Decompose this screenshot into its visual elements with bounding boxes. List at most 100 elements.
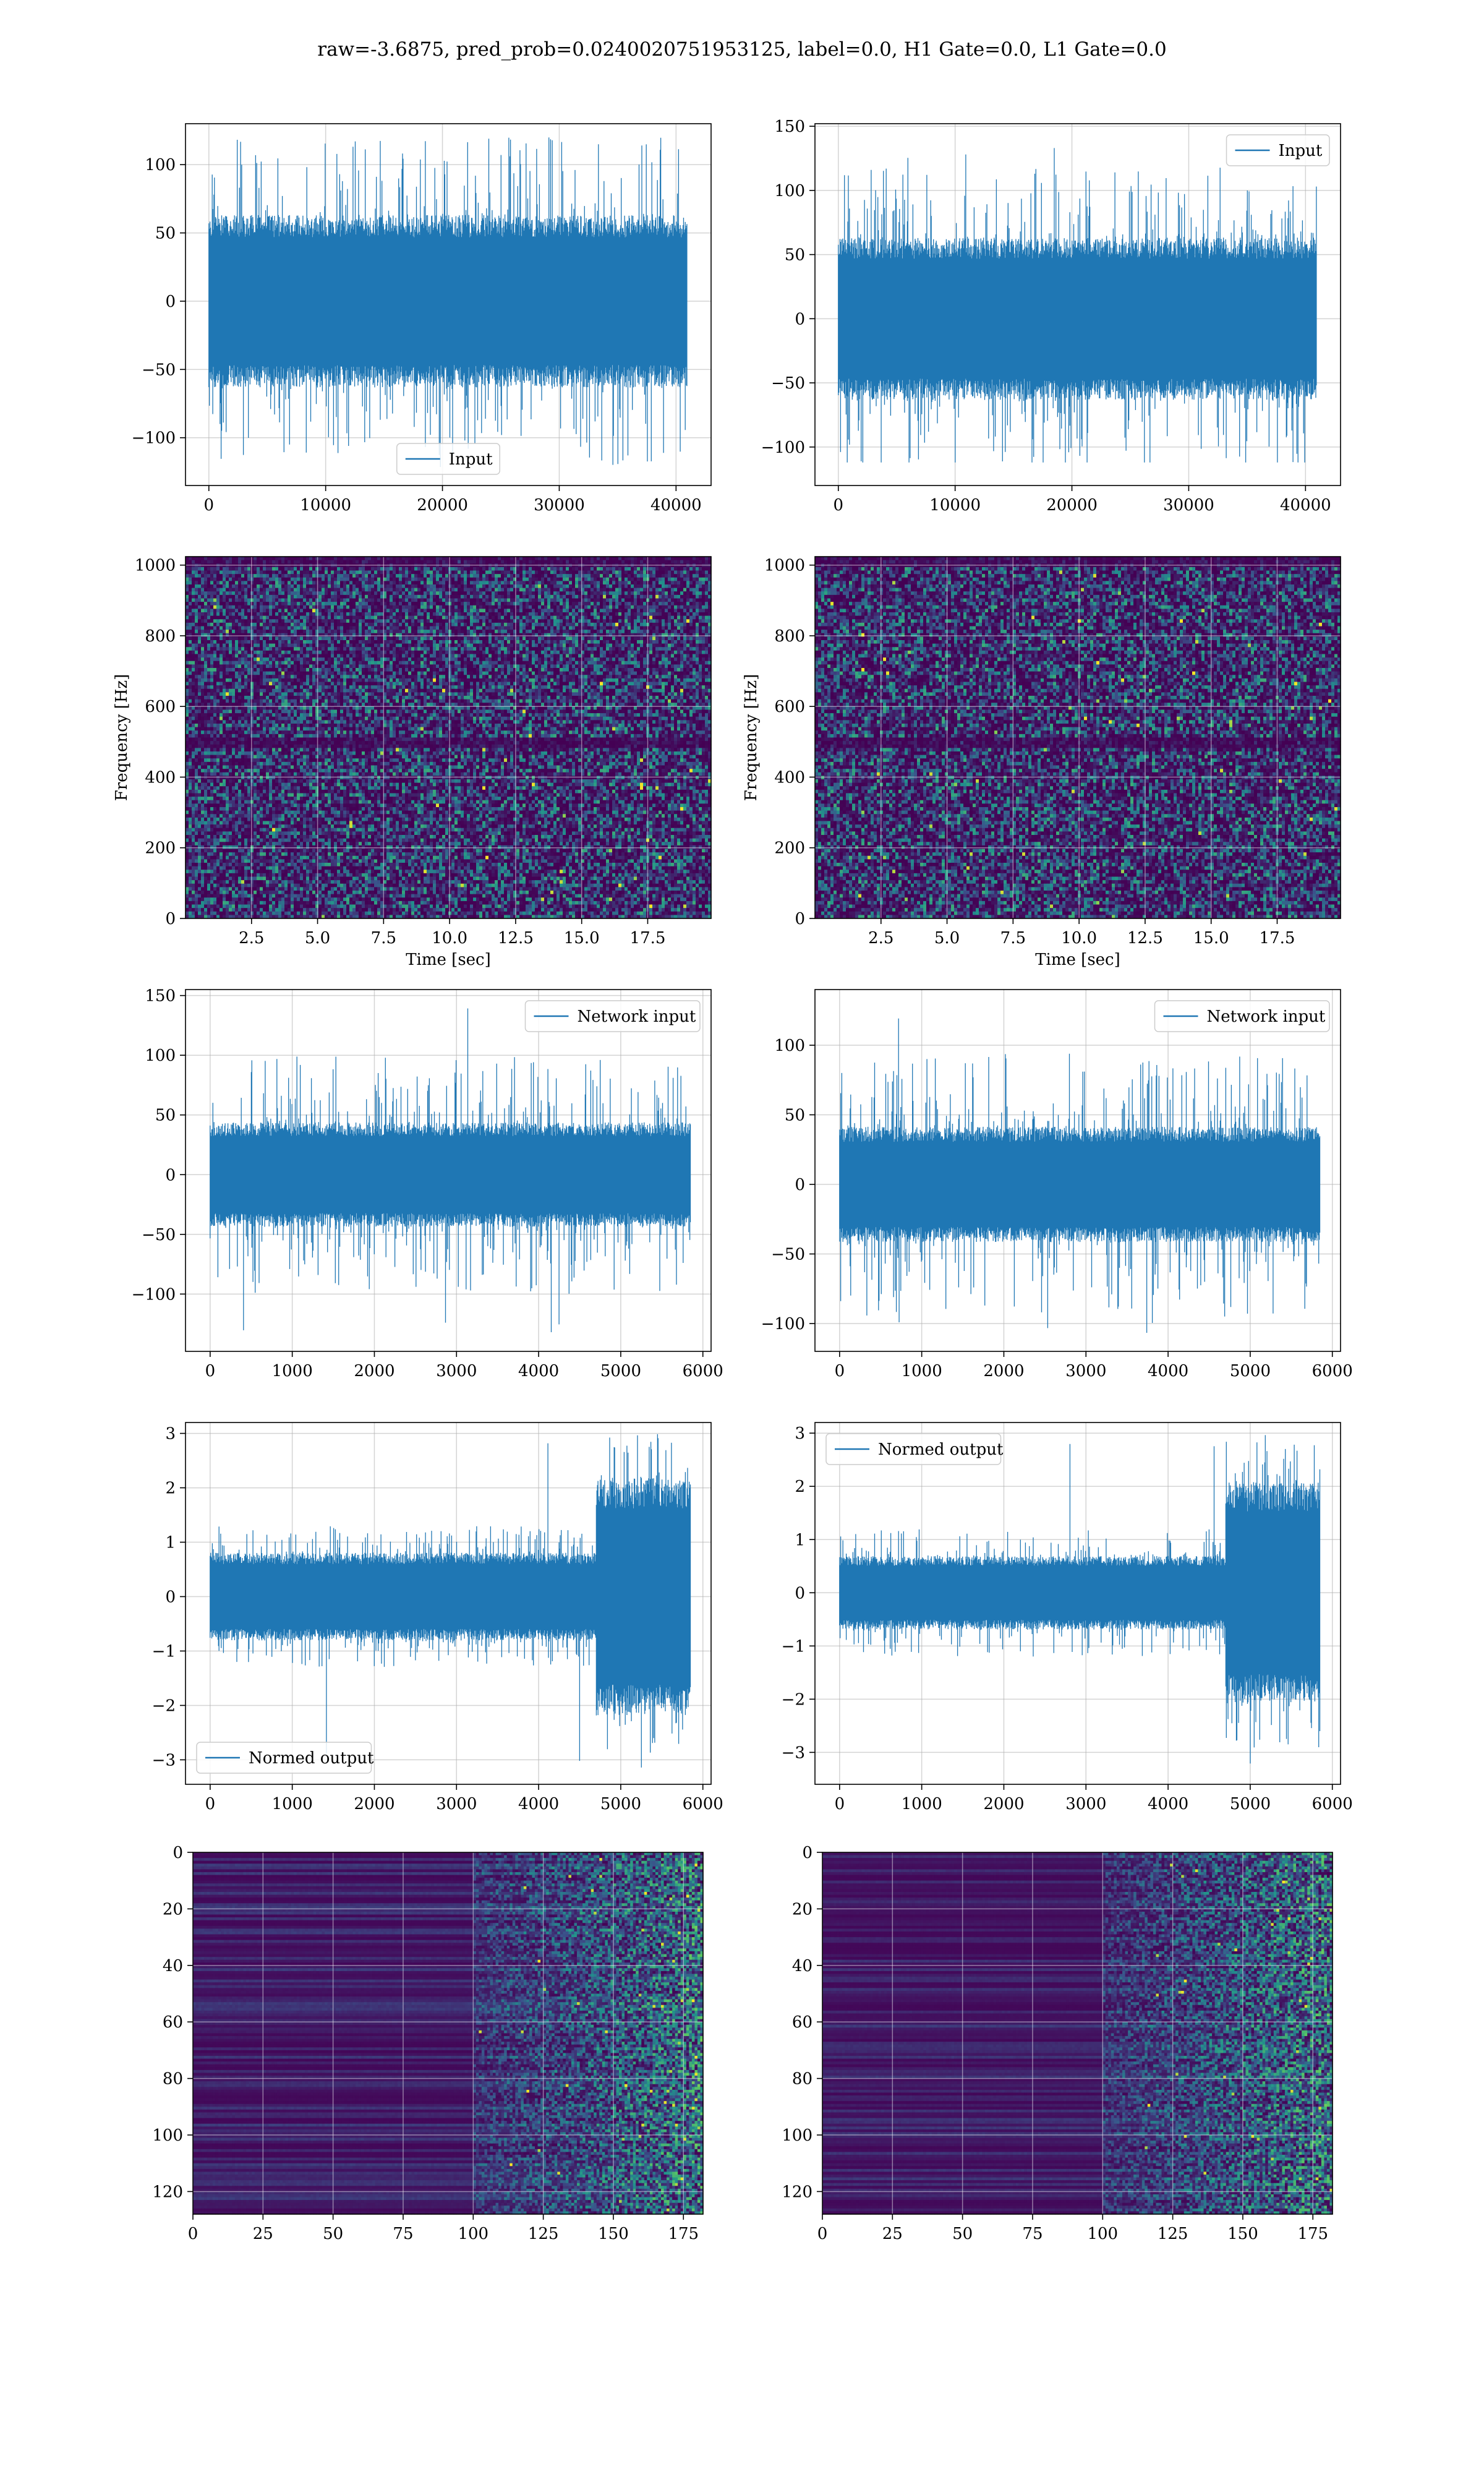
input-l1-xtick-label: 40000 xyxy=(1280,496,1331,515)
spectrogram-h1-cell xyxy=(306,560,310,564)
spectrogram-h1-cell xyxy=(349,557,353,560)
spectrogram-h1-cell xyxy=(247,557,251,560)
spectrogram-h1-cell xyxy=(207,557,211,560)
spectrogram-h1-cell xyxy=(631,560,634,564)
spectrogram-h1-cell xyxy=(550,557,554,560)
spectrogram-h1-cell xyxy=(377,557,381,560)
spectrogram-h1-cell xyxy=(189,557,192,560)
spectrogram-h1-cell xyxy=(488,557,492,560)
spectrogram-h1-cell xyxy=(365,557,369,560)
spectrogram-h1-cell xyxy=(615,557,619,560)
spectrogram-h1-cell xyxy=(235,560,239,564)
spectrogram-h1-cell xyxy=(510,557,514,560)
spectrogram-h1-cell xyxy=(591,560,594,564)
spectrogram-h1-cell xyxy=(600,560,603,564)
spectrogram-h1-cell xyxy=(665,560,668,564)
spectrogram-h1-cell xyxy=(254,557,257,560)
spectrogram-h1-cell xyxy=(275,557,279,560)
spectrogram-h1-cell xyxy=(665,557,668,560)
spectrogram-h1-cell xyxy=(244,560,248,564)
spectrogram-h1-cell xyxy=(485,557,489,560)
spectrogram-h1-cell xyxy=(587,557,591,560)
spectrogram-h1-cell xyxy=(328,557,331,560)
spectrogram-h1-cell xyxy=(668,560,672,564)
input-h1-ytick-label: −100 xyxy=(132,429,176,448)
spectrogram-h1-cell xyxy=(250,560,254,564)
spectrogram-h1-cell xyxy=(309,560,313,564)
spectrogram-h1-cell xyxy=(220,557,223,560)
spectrogram-h1-cell xyxy=(621,560,625,564)
spectrogram-h1-cell xyxy=(609,560,613,564)
spectrogram-h1-cell xyxy=(498,560,501,564)
spectrogram-h1-cell xyxy=(621,557,625,560)
spectrogram-h1-cell xyxy=(346,557,350,560)
spectrogram-h1-cell xyxy=(637,557,641,560)
spectrogram-h1-cell xyxy=(513,560,517,564)
spectrogram-h1-cell xyxy=(312,557,316,560)
spectrogram-h1-cell xyxy=(467,557,471,560)
spectrogram-h1-cell xyxy=(266,557,270,560)
spectrogram-h1-cell xyxy=(563,560,566,564)
spectrogram-h1-cell xyxy=(331,557,335,560)
spectrogram-h1-cell xyxy=(195,557,198,560)
input-l1-chart: 010000200003000040000−100−50050100150Inp… xyxy=(761,118,1341,515)
spectrogram-h1-cell xyxy=(454,560,458,564)
spectrogram-h1-cell xyxy=(281,560,285,564)
spectrogram-h1-cell xyxy=(275,560,279,564)
spectrogram-h1-cell xyxy=(689,560,693,564)
spectrogram-h1-cell xyxy=(309,557,313,560)
spectrogram-h1-cell xyxy=(643,557,647,560)
spectrogram-h1-cell xyxy=(510,560,514,564)
spectrogram-h1-cell xyxy=(628,560,631,564)
spectrogram-h1-cell xyxy=(216,560,220,564)
spectrogram-h1-cell xyxy=(492,557,495,560)
spectrogram-h1-cell xyxy=(683,560,687,564)
spectrogram-h1-cell xyxy=(680,560,684,564)
spectrogram-h1-cell xyxy=(526,560,529,564)
spectrogram-h1-cell xyxy=(318,557,322,560)
spectrogram-h1-cell xyxy=(464,557,467,560)
spectrogram-h1-cell xyxy=(396,557,399,560)
spectrogram-h1-cell xyxy=(250,557,254,560)
spectrogram-h1-cell xyxy=(405,557,409,560)
spectrogram-h1-cell xyxy=(591,557,594,560)
spectrogram-h1-cell xyxy=(584,560,588,564)
spectrogram-h1-cell xyxy=(291,560,294,564)
spectrogram-h1-cell xyxy=(278,560,282,564)
spectrogram-h1-cell xyxy=(566,557,569,560)
input-l1-ytick-label: −100 xyxy=(761,439,805,457)
spectrogram-h1-cell xyxy=(649,557,653,560)
spectrogram-h1-cell xyxy=(569,560,573,564)
spectrogram-h1-cell xyxy=(547,560,551,564)
spectrogram-h1-cell xyxy=(532,557,535,560)
input-h1-legend: Input xyxy=(397,443,500,474)
spectrogram-h1-cell xyxy=(659,560,662,564)
spectrogram-h1-cell xyxy=(198,557,202,560)
spectrogram-h1-cell xyxy=(260,560,263,564)
spectrogram-h1-cell xyxy=(297,557,301,560)
spectrogram-h1-cell xyxy=(652,560,656,564)
spectrogram-h1-cell xyxy=(436,560,440,564)
spectrogram-h1-cell xyxy=(501,560,505,564)
spectrogram-h1-cell xyxy=(260,557,263,560)
spectrogram-h1-cell xyxy=(606,557,610,560)
spectrogram-h1-cell xyxy=(519,557,523,560)
spectrogram-h1-cell xyxy=(578,557,582,560)
spectrogram-h1-cell xyxy=(445,557,449,560)
spectrogram-h1-cell xyxy=(198,560,202,564)
spectrogram-h1-cell xyxy=(439,557,443,560)
spectrogram-h1-cell xyxy=(396,560,399,564)
spectrogram-h1-cell xyxy=(371,560,375,564)
spectrogram-h1-heatmap-cells xyxy=(186,557,712,919)
spectrogram-h1-cell xyxy=(538,557,542,560)
spectrogram-h1-cell xyxy=(556,557,560,560)
spectrogram-h1-cell xyxy=(492,560,495,564)
spectrogram-h1-cell xyxy=(368,557,372,560)
spectrogram-h1-cell xyxy=(541,560,545,564)
spectrogram-h1-cell xyxy=(538,560,542,564)
spectrogram-h1-cell xyxy=(365,560,369,564)
spectrogram-h1-cell xyxy=(541,557,545,560)
spectrogram-h1-cell xyxy=(315,557,319,560)
input-l1-ytick-label: −50 xyxy=(771,374,805,393)
spectrogram-h1-cell xyxy=(374,557,378,560)
